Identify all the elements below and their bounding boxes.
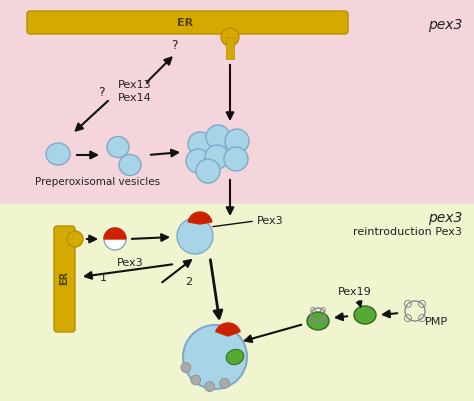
Text: Pex3: Pex3	[257, 215, 283, 225]
Circle shape	[181, 363, 191, 373]
Text: pex3: pex3	[428, 18, 462, 32]
Ellipse shape	[354, 306, 376, 324]
Circle shape	[188, 133, 212, 157]
Ellipse shape	[119, 155, 141, 176]
Text: pex3: pex3	[428, 211, 462, 225]
Ellipse shape	[307, 312, 329, 330]
Text: ER: ER	[59, 270, 69, 284]
Text: ?: ?	[99, 86, 105, 99]
Wedge shape	[216, 323, 240, 336]
Text: ER: ER	[177, 18, 193, 28]
Text: 2: 2	[185, 276, 192, 286]
Text: Pex3: Pex3	[117, 257, 143, 267]
Circle shape	[221, 29, 239, 47]
Circle shape	[219, 379, 229, 388]
Text: PMP: PMP	[425, 316, 448, 326]
Bar	[226, 38, 234, 60]
FancyBboxPatch shape	[54, 227, 75, 332]
Text: Pex19: Pex19	[338, 286, 372, 296]
Text: 1: 1	[100, 272, 107, 282]
Circle shape	[225, 130, 249, 154]
Bar	[0, 205, 474, 401]
Circle shape	[183, 325, 247, 389]
Circle shape	[206, 126, 230, 150]
Circle shape	[205, 382, 215, 391]
Ellipse shape	[107, 137, 129, 158]
Text: Preperoxisomal vesicles: Preperoxisomal vesicles	[35, 176, 160, 186]
Circle shape	[67, 231, 83, 247]
Circle shape	[205, 146, 229, 170]
Bar	[0, 0, 474, 205]
Text: ?: ?	[171, 39, 177, 52]
Circle shape	[186, 150, 210, 174]
Circle shape	[177, 219, 213, 254]
Wedge shape	[188, 213, 212, 225]
Text: reintroduction Pex3: reintroduction Pex3	[353, 227, 462, 237]
Circle shape	[196, 160, 220, 184]
Wedge shape	[104, 229, 126, 239]
Ellipse shape	[226, 349, 244, 365]
Ellipse shape	[46, 144, 70, 166]
Circle shape	[224, 148, 248, 172]
FancyBboxPatch shape	[27, 12, 348, 35]
Text: Pex14: Pex14	[118, 93, 152, 103]
Circle shape	[191, 375, 201, 385]
Text: Pex13: Pex13	[118, 80, 152, 90]
Circle shape	[104, 229, 126, 250]
